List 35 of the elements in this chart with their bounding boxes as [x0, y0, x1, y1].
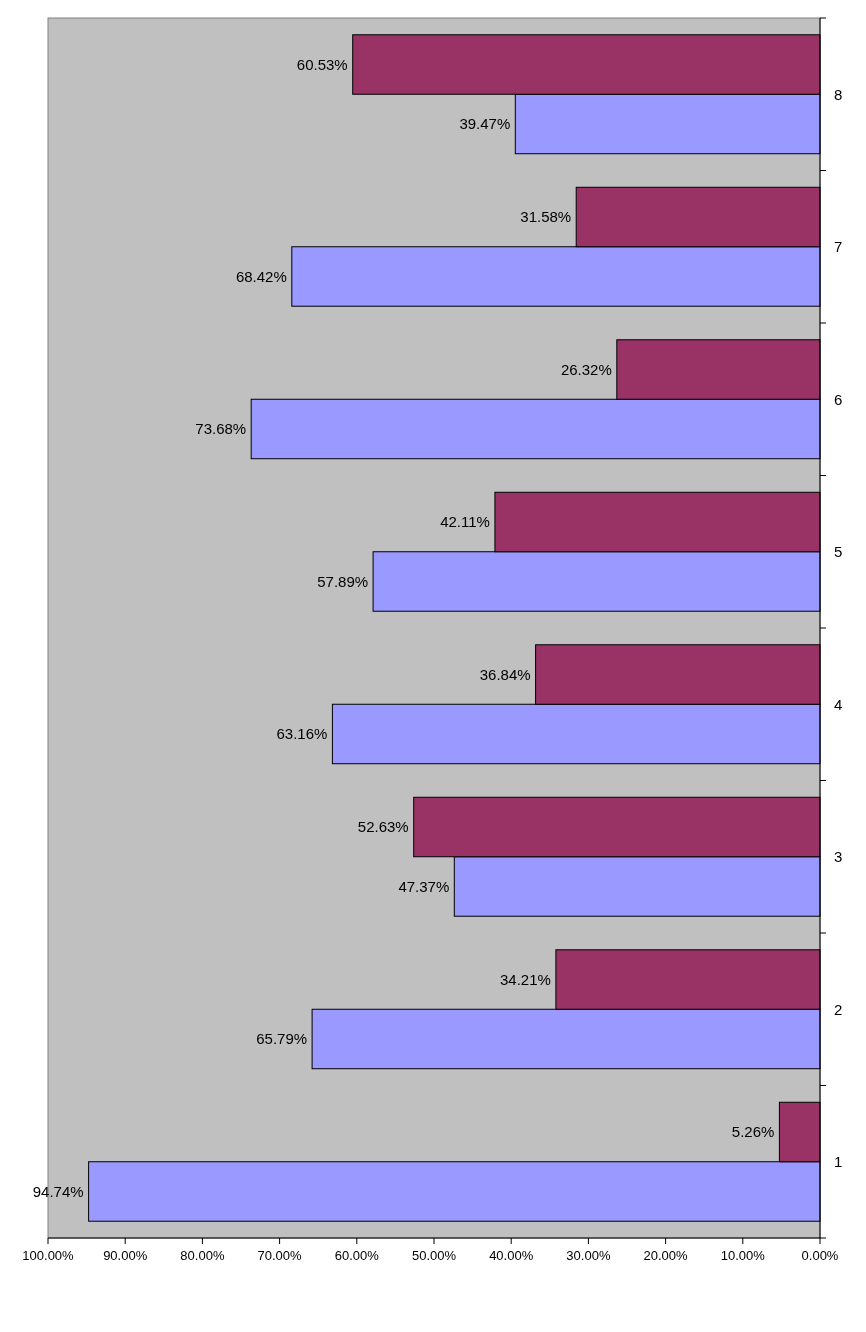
- data-label: 5.26%: [731, 1123, 775, 1141]
- y-tick-label: 5: [834, 543, 843, 560]
- data-label: 31.58%: [520, 208, 572, 226]
- x-tick-label: 90.00%: [103, 1248, 148, 1263]
- x-tick-label: 0.00%: [801, 1248, 839, 1263]
- data-label: 65.79%: [256, 1030, 308, 1048]
- x-tick-label: 70.00%: [257, 1248, 303, 1263]
- x-tick-label: 50.00%: [411, 1248, 457, 1263]
- data-label: 26.32%: [560, 360, 612, 378]
- x-tick-label: 20.00%: [643, 1248, 689, 1263]
- y-tick-label: 1: [834, 1153, 843, 1170]
- data-label: 42.11%: [440, 513, 490, 531]
- y-tick-label: 6: [834, 390, 843, 408]
- data-label: 63.16%: [276, 725, 328, 743]
- data-label: 60.53%: [296, 55, 348, 73]
- x-tick-label: 60.00%: [334, 1248, 380, 1263]
- data-label: 57.89%: [317, 572, 369, 590]
- data-label: 39.47%: [459, 115, 511, 133]
- data-label: 34.21%: [500, 970, 551, 988]
- data-label: 94.74%: [32, 1182, 84, 1200]
- data-label: 68.42%: [235, 267, 287, 285]
- x-tick-label: 10.00%: [720, 1248, 766, 1263]
- y-tick-label: 4: [834, 695, 843, 713]
- y-tick-label: 8: [834, 85, 843, 103]
- x-tick-label: 80.00%: [180, 1248, 225, 1263]
- data-label: 73.68%: [195, 420, 247, 438]
- x-tick-label: 100.00%: [22, 1248, 75, 1263]
- x-tick-label: 30.00%: [566, 1248, 611, 1263]
- data-label: 52.63%: [357, 818, 409, 836]
- y-tick-label: 3: [834, 848, 843, 865]
- data-label: 36.84%: [479, 665, 531, 683]
- y-tick-label: 7: [834, 238, 843, 255]
- x-tick-label: 40.00%: [489, 1248, 534, 1263]
- data-label: 47.37%: [398, 877, 450, 895]
- y-tick-label: 2: [834, 1000, 843, 1018]
